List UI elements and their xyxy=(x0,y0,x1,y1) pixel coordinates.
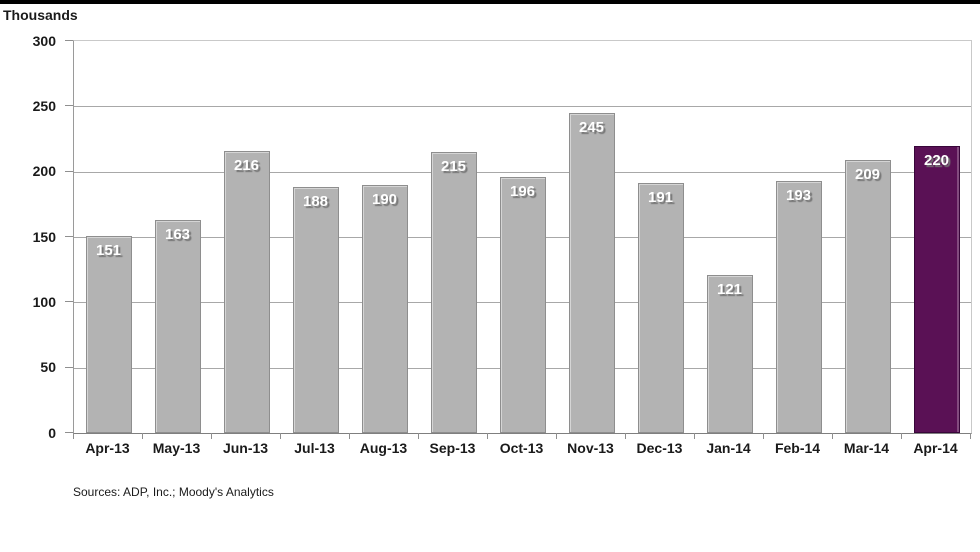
x-axis-tick xyxy=(694,433,695,439)
x-axis-label-mar-14: Mar-14 xyxy=(843,440,890,456)
x-axis-tick xyxy=(211,433,212,439)
bar-value-label: 151 xyxy=(95,241,122,259)
x-axis-tick xyxy=(73,433,74,439)
x-axis-label-nov-13: Nov-13 xyxy=(567,440,614,456)
bar-apr-14: 220 xyxy=(913,145,960,433)
x-axis-tick xyxy=(487,433,488,439)
bar-nov-13: 245 xyxy=(568,112,615,433)
gridline-250 xyxy=(74,106,971,108)
bar-apr-13: 151 xyxy=(85,235,132,433)
bar-value-label: 215 xyxy=(440,158,467,176)
top-border-strip xyxy=(0,0,980,4)
x-axis-label-sep-13: Sep-13 xyxy=(429,440,476,456)
x-axis-tick xyxy=(970,433,971,439)
x-axis-tick xyxy=(625,433,626,439)
y-axis-tick xyxy=(65,366,73,368)
y-axis-label-50: 50 xyxy=(40,359,56,376)
y-axis-label-100: 100 xyxy=(32,293,56,310)
bar-sep-13: 215 xyxy=(430,152,477,433)
bar-value-label: 245 xyxy=(578,118,605,136)
y-axis-tick xyxy=(65,170,73,172)
x-axis-tick xyxy=(901,433,902,439)
x-axis-label-oct-13: Oct-13 xyxy=(499,440,544,456)
x-axis-tick xyxy=(763,433,764,439)
bar-jul-13: 188 xyxy=(292,187,339,433)
y-axis-label-150: 150 xyxy=(32,228,56,245)
y-axis-tick xyxy=(65,432,73,433)
gridline-200 xyxy=(74,171,971,173)
y-axis-label-250: 250 xyxy=(32,97,56,114)
bar-may-13: 163 xyxy=(154,220,201,433)
bar-value-label: 216 xyxy=(233,156,260,174)
x-axis-label-jun-13: Jun-13 xyxy=(222,440,269,456)
bar-value-label: 163 xyxy=(164,226,191,244)
x-axis-tick xyxy=(280,433,281,439)
y-axis-tick xyxy=(65,236,73,237)
bar-value-label: 220 xyxy=(923,151,950,169)
bar-feb-14: 193 xyxy=(775,180,822,433)
bar-aug-13: 190 xyxy=(361,184,408,433)
x-axis-label-apr-14: Apr-14 xyxy=(913,440,958,456)
bar-value-label: 196 xyxy=(509,182,536,200)
y-axis-label-300: 300 xyxy=(32,32,56,49)
x-axis-label-apr-13: Apr-13 xyxy=(85,440,130,456)
x-axis-tick xyxy=(142,433,143,439)
x-axis-label-may-13: May-13 xyxy=(152,440,201,456)
bar-value-label: 188 xyxy=(302,193,329,211)
y-axis-tick xyxy=(65,40,73,41)
y-axis-label-0: 0 xyxy=(48,424,56,441)
bar-oct-13: 196 xyxy=(499,176,546,433)
y-axis-tick xyxy=(65,105,73,107)
x-axis-tick xyxy=(349,433,350,439)
bar-jun-13: 216 xyxy=(223,150,270,433)
bar-dec-13: 191 xyxy=(637,183,684,433)
bar-mar-14: 209 xyxy=(844,159,891,433)
x-axis-label-aug-13: Aug-13 xyxy=(359,440,408,456)
y-axis-tick xyxy=(65,301,73,303)
y-axis-label-200: 200 xyxy=(32,163,56,180)
x-axis-tick xyxy=(832,433,833,439)
bar-value-label: 191 xyxy=(647,189,674,207)
bar-value-label: 193 xyxy=(785,186,812,204)
x-axis-label-jan-14: Jan-14 xyxy=(706,440,751,456)
bar-value-label: 209 xyxy=(854,165,881,183)
x-axis-tick xyxy=(556,433,557,439)
bar-value-label: 190 xyxy=(371,190,398,208)
source-note: Sources: ADP, Inc.; Moody's Analytics xyxy=(73,485,274,499)
x-axis-tick xyxy=(418,433,419,439)
x-axis-label-dec-13: Dec-13 xyxy=(636,440,683,456)
x-axis-label-feb-14: Feb-14 xyxy=(774,440,821,456)
bar-jan-14: 121 xyxy=(706,274,753,433)
y-axis-units-label: Thousands xyxy=(3,7,78,23)
x-axis-label-jul-13: Jul-13 xyxy=(294,440,335,456)
plot-area: 151 163 216 188 190 215 196 245 191 121 193 209 220 xyxy=(73,40,972,434)
bar-value-label: 121 xyxy=(716,280,743,298)
